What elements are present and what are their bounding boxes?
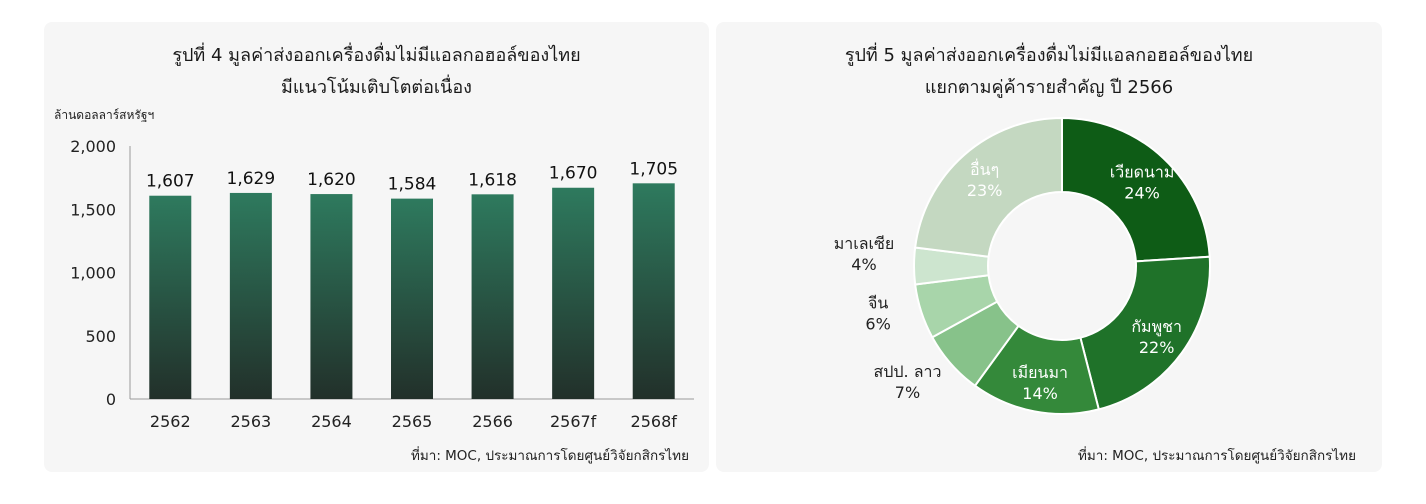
- bar-chart-title-line2: มีแนวโน้มเติบโตต่อเนื่อง: [281, 77, 472, 98]
- bar-chart: ล้านดอลลาร์สหรัฐฯ 0 500 1,000 1,500 2,000 1,60…: [54, 108, 694, 431]
- slice-label: มาเลเซีย: [834, 234, 895, 253]
- slice-label: สปป. ลาว: [873, 362, 941, 381]
- y-tick-label: 1,000: [70, 264, 116, 283]
- bar-value-label: 1,618: [468, 170, 517, 190]
- y-tick-label: 1,500: [70, 200, 116, 219]
- y-tick-label: 0: [106, 390, 116, 409]
- donut-chart-title-line1: รูปที่ 5 มูลค่าส่งออกเครื่องดื่มไม่มีแอล…: [844, 45, 1254, 66]
- x-tick-label: 2564: [311, 412, 352, 431]
- donut-chart-panel: รูปที่ 5 มูลค่าส่งออกเครื่องดื่มไม่มีแอล…: [716, 22, 1382, 472]
- bar-value-label: 1,584: [388, 175, 437, 195]
- y-tick-label: 500: [85, 327, 116, 346]
- slice-percent: 14%: [1022, 384, 1058, 403]
- slice-percent: 22%: [1139, 338, 1175, 357]
- x-tick-label: 2566: [472, 412, 513, 431]
- x-tick-label: 2562: [150, 412, 191, 431]
- slice-label: อื่นๆ: [970, 158, 999, 179]
- bar-value-label: 1,629: [227, 169, 276, 189]
- bar: [632, 183, 675, 399]
- donut-chart-title-line2: แยกตามคู่ค้ารายสำคัญ ปี 2566: [924, 77, 1174, 98]
- slice-label: เมียนมา: [1012, 363, 1068, 382]
- donut-slice: [1079, 255, 1211, 411]
- bar-value-label: 1,705: [629, 159, 678, 179]
- bar: [149, 195, 192, 399]
- slice-percent: 23%: [967, 181, 1003, 200]
- bar-value-label: 1,607: [146, 172, 195, 192]
- bar-value-label: 1,620: [307, 170, 356, 190]
- x-tick-label: 2568f: [631, 412, 678, 431]
- slice-percent: 7%: [895, 383, 920, 402]
- bar: [552, 187, 595, 399]
- x-tick-label: 2565: [392, 412, 433, 431]
- slice-percent: 24%: [1124, 184, 1160, 203]
- bar-value-label: 1,670: [549, 164, 598, 184]
- slice-label: จีน: [868, 293, 888, 312]
- slice-percent: 6%: [865, 314, 890, 333]
- x-tick-label: 2563: [230, 412, 271, 431]
- slice-label: กัมพูชา: [1131, 317, 1182, 337]
- bar: [229, 192, 272, 399]
- slice-label: เวียดนาม: [1110, 163, 1175, 182]
- bar-chart-source: ที่มา: MOC, ประมาณการโดยศูนย์วิจัยกสิกรไ…: [410, 448, 689, 464]
- donut-slice: [1061, 116, 1211, 263]
- bar-chart-panel: รูปที่ 4 มูลค่าส่งออกเครื่องดื่มไม่มีแอล…: [44, 22, 709, 472]
- bar: [471, 194, 514, 399]
- donut-slice: [914, 116, 1063, 258]
- slice-percent: 4%: [851, 255, 876, 274]
- donut-chart-source: ที่มา: MOC, ประมาณการโดยศูนย์วิจัยกสิกรไ…: [1077, 448, 1356, 464]
- bar: [391, 198, 433, 399]
- bar: [310, 194, 353, 399]
- bar-chart-title-line1: รูปที่ 4 มูลค่าส่งออกเครื่องดื่มไม่มีแอล…: [172, 45, 581, 66]
- y-axis-label: ล้านดอลลาร์สหรัฐฯ: [54, 108, 154, 122]
- x-tick-label: 2567f: [550, 412, 597, 431]
- y-tick-label: 2,000: [70, 137, 116, 156]
